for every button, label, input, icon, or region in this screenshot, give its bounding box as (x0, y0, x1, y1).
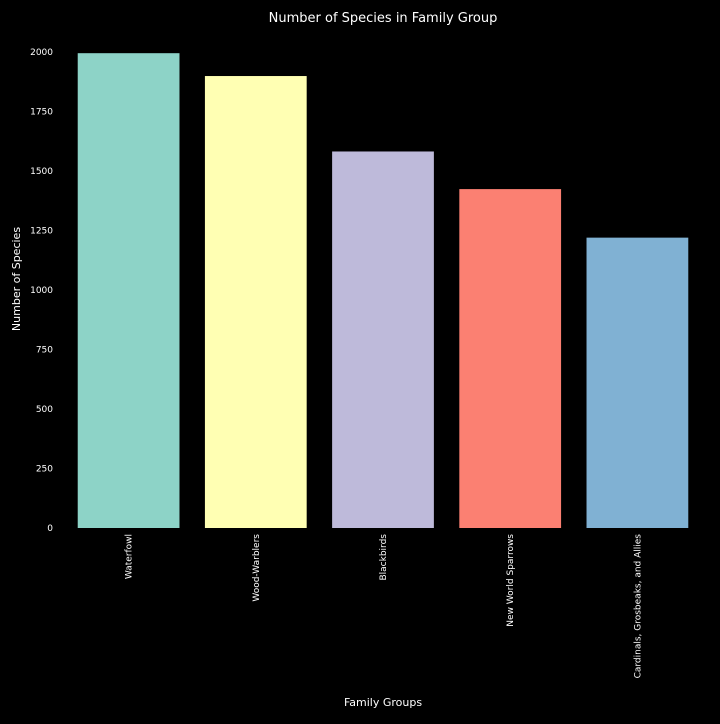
y-tick-label-0: 0 (47, 524, 53, 534)
bar-1 (204, 76, 307, 528)
x-tick-label-3: New World Sparrows (506, 534, 516, 627)
x-tick-label-1: Wood-Warblers (252, 534, 262, 602)
y-tick-labels: 0 250 500 750 1000 1250 1500 1750 2000 (30, 48, 53, 534)
x-tick-label-2: Blackbirds (379, 534, 389, 581)
bar-3 (459, 189, 562, 528)
bar-4 (586, 237, 689, 528)
chart-title: Number of Species in Family Group (269, 11, 498, 26)
y-axis-label: Number of Species (10, 227, 23, 331)
y-tick-label-6: 1500 (30, 167, 53, 177)
y-tick-label-3: 750 (36, 346, 53, 356)
y-tick-label-8: 2000 (30, 48, 53, 58)
y-tick-label-4: 1000 (30, 286, 53, 296)
y-tick-label-7: 1750 (30, 108, 53, 118)
bar-0 (77, 53, 180, 528)
bar-2 (332, 151, 434, 529)
x-tick-label-4: Cardinals, Grosbeaks, and Allies (633, 534, 643, 679)
x-axis-label: Family Groups (344, 696, 422, 709)
y-tick-label-5: 1250 (30, 227, 53, 237)
x-tick-label-0: Waterfowl (125, 534, 135, 579)
x-tick-labels: Waterfowl Wood-Warblers Blackbirds New Worl… (125, 534, 644, 679)
y-tick-label-2: 500 (36, 405, 53, 415)
bars-group (77, 53, 689, 529)
y-tick-label-1: 250 (36, 465, 53, 475)
